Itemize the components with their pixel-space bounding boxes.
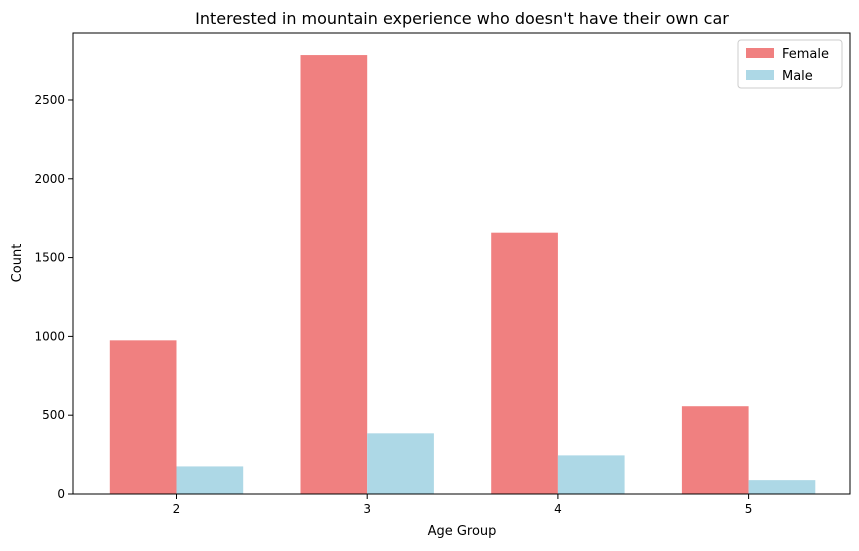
- bar-female-2: [109, 340, 177, 494]
- y-axis-label: Count: [10, 244, 25, 283]
- x-axis-label: Age Group: [428, 524, 497, 539]
- bars-group: [109, 55, 816, 495]
- y-tick-label: 1500: [34, 251, 65, 265]
- x-tick-label: 5: [745, 502, 753, 516]
- legend: Female Male: [737, 39, 843, 89]
- y-tick-label: 2500: [34, 93, 65, 107]
- legend-swatch-female: [746, 48, 774, 58]
- legend-label-male: Male: [782, 69, 813, 84]
- y-tick-label: 1000: [34, 329, 65, 343]
- bar-female-4: [491, 232, 558, 494]
- legend-label-female: Female: [782, 47, 829, 62]
- chart-title: Interested in mountain experience who do…: [195, 9, 729, 28]
- x-tick-label: 4: [554, 502, 562, 516]
- y-axis: 0 500 1000 1500 2000 2500: [34, 93, 73, 501]
- plot-frame: [72, 32, 851, 495]
- legend-swatch-male: [746, 70, 774, 80]
- x-tick-label: 3: [363, 502, 371, 516]
- bar-male-5: [748, 480, 816, 494]
- bar-male-4: [557, 455, 625, 494]
- bar-female-5: [681, 406, 749, 494]
- x-axis: 2 3 4 5: [173, 494, 753, 516]
- bar-male-3: [367, 433, 434, 494]
- y-tick-label: 2000: [34, 172, 65, 186]
- x-tick-label: 2: [173, 502, 181, 516]
- y-tick-label: 500: [42, 408, 65, 422]
- y-tick-label: 0: [57, 487, 65, 501]
- bar-female-3: [300, 55, 368, 495]
- bar-male-2: [176, 466, 244, 494]
